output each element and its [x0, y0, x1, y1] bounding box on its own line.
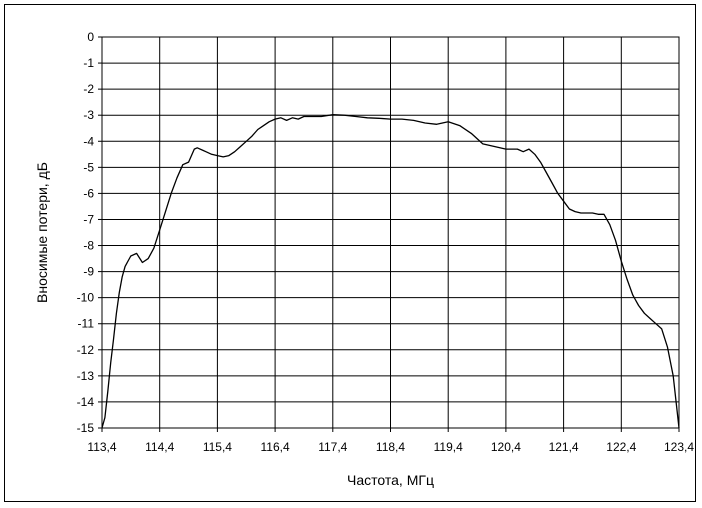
y-tick-label: -15	[77, 421, 95, 435]
x-tick-label: 117,4	[318, 440, 347, 454]
x-tick-label: 116,4	[261, 440, 290, 454]
y-tick-label: -14	[77, 395, 95, 409]
x-tick-label: 118,4	[376, 440, 405, 454]
y-tick-label: -4	[83, 134, 94, 148]
y-tick-label: -1	[83, 56, 94, 70]
y-tick-label: -2	[83, 82, 94, 96]
x-tick-label: 123,4	[664, 440, 694, 454]
y-tick-label: -7	[83, 212, 94, 226]
y-tick-label: -12	[77, 343, 95, 357]
x-axis-title: Частота, МГц	[347, 472, 434, 488]
x-tick-label: 115,4	[203, 440, 232, 454]
x-tick-label: 113,4	[87, 440, 116, 454]
y-tick-label: 0	[87, 30, 94, 44]
y-tick-label: -8	[83, 239, 94, 253]
y-tick-label: -3	[83, 108, 94, 122]
y-tick-label: -10	[77, 291, 95, 305]
y-axis-title: Вносимые потери, дБ	[34, 162, 50, 303]
x-tick-label: 119,4	[434, 440, 463, 454]
x-tick-label: 120,4	[491, 440, 521, 454]
x-tick-label: 114,4	[145, 440, 174, 454]
y-tick-label: -11	[78, 317, 95, 331]
x-tick-label: 121,4	[549, 440, 579, 454]
x-tick-label: 122,4	[606, 440, 636, 454]
y-tick-label: -9	[83, 265, 94, 279]
y-tick-label: -5	[83, 160, 94, 174]
y-tick-label: -13	[77, 369, 95, 383]
y-tick-label: -6	[83, 186, 94, 200]
